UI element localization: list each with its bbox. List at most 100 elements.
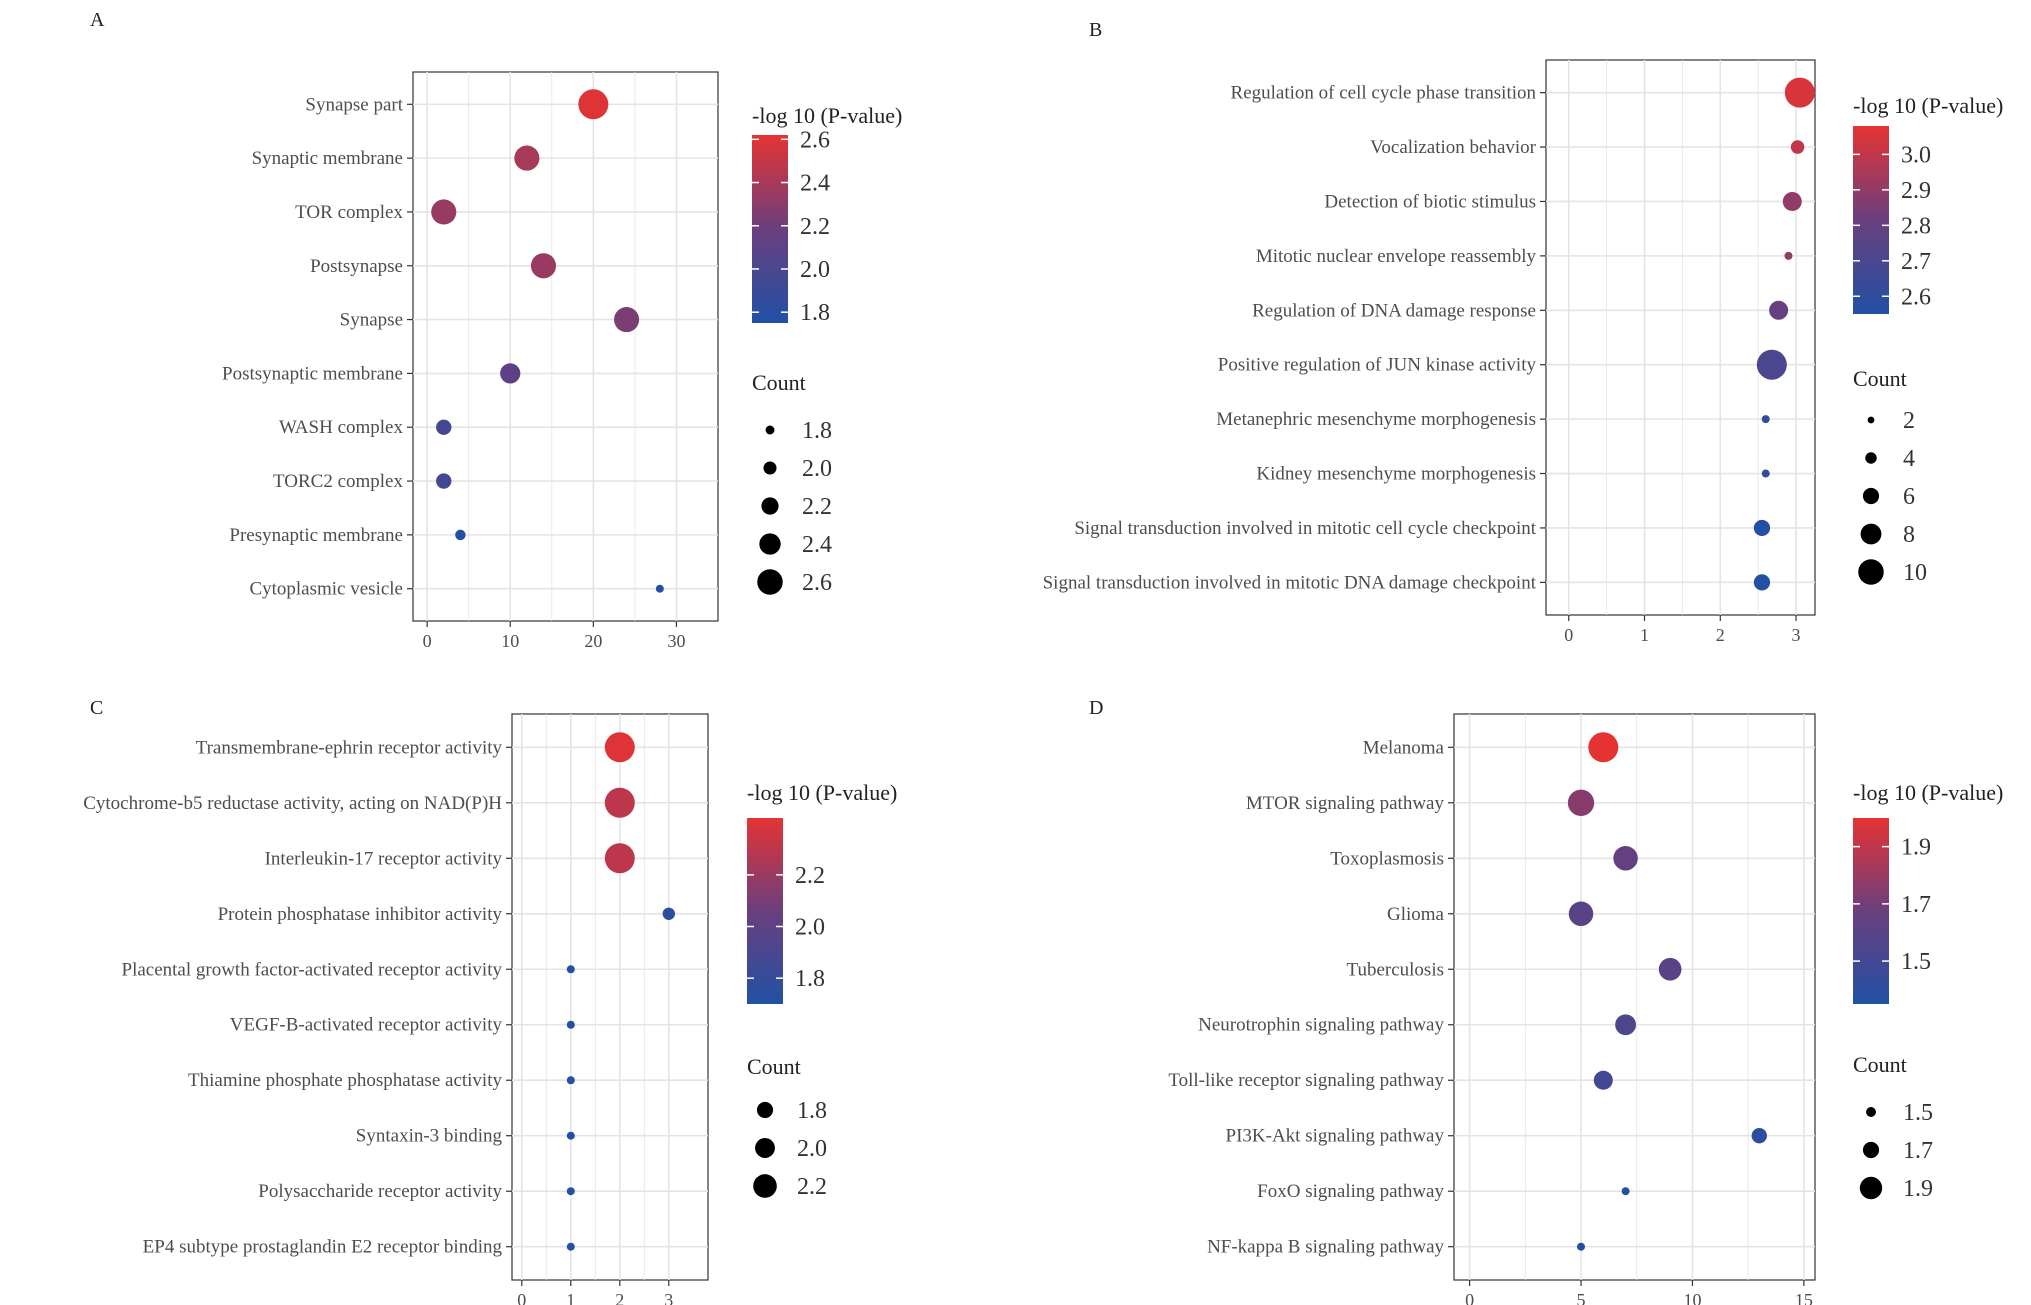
size-legend-label: 1.9: [1903, 1176, 1933, 1202]
category-label: Presynaptic membrane: [229, 525, 403, 546]
data-point: [566, 965, 575, 974]
panel-label: C: [90, 697, 103, 719]
x-tick-label: 2: [615, 1290, 624, 1305]
size-legend-dot: [763, 461, 777, 475]
category-label: VEGF-B-activated receptor activity: [230, 1015, 503, 1036]
category-label: Signal transduction involved in mitotic …: [1043, 572, 1537, 593]
category-label: Metanephric mesenchyme morphogenesis: [1216, 409, 1536, 430]
panel-label: B: [1089, 19, 1102, 41]
color-legend-bar: [1853, 126, 1889, 314]
data-point: [1753, 519, 1771, 537]
data-point: [1761, 415, 1770, 424]
category-label: Protein phosphatase inhibitor activity: [218, 904, 503, 925]
data-point: [566, 1076, 575, 1085]
category-label: Postsynapse: [310, 256, 403, 277]
size-legend-dot: [1859, 1176, 1883, 1200]
color-legend-label: 1.5: [1901, 949, 1931, 975]
category-label: TOR complex: [295, 202, 403, 223]
x-tick-label: 30: [667, 631, 685, 651]
size-legend-dot: [1858, 559, 1884, 585]
x-tick-label: 0: [423, 631, 432, 651]
color-legend-label: 3.0: [1901, 142, 1931, 168]
category-label: Kidney mesenchyme morphogenesis: [1256, 464, 1536, 485]
size-legend-label: 2: [1903, 408, 1915, 434]
color-legend-bar: [752, 135, 788, 323]
size-legend-title: Count: [1853, 1052, 1907, 1077]
size-legend-dot: [757, 569, 783, 595]
color-legend-title: -log 10 (P-value): [747, 780, 897, 805]
size-legend-title: Count: [747, 1054, 801, 1079]
category-label: Glioma: [1387, 904, 1445, 925]
category-label: Mitotic nuclear envelope reassembly: [1256, 246, 1537, 267]
size-legend-label: 2.2: [797, 1174, 827, 1200]
category-label: TORC2 complex: [273, 471, 404, 492]
size-legend-dot: [753, 1174, 777, 1198]
data-point: [614, 307, 640, 333]
category-label: Synapse part: [305, 94, 403, 115]
color-legend-label: 2.2: [795, 863, 825, 889]
data-point: [1784, 251, 1793, 260]
size-legend-label: 8: [1903, 522, 1915, 548]
color-legend-label: 2.6: [1901, 284, 1931, 310]
category-label: Thiamine phosphate phosphatase activity: [188, 1070, 502, 1091]
x-tick-label: 0: [1465, 1290, 1474, 1305]
data-point: [578, 89, 609, 120]
size-legend-label: 2.6: [802, 570, 832, 596]
category-label: Tuberculosis: [1347, 959, 1444, 980]
data-point: [1567, 789, 1595, 816]
category-label: Synapse: [340, 310, 403, 331]
category-label: Interleukin-17 receptor activity: [265, 848, 503, 869]
category-label: Toll-like receptor signaling pathway: [1168, 1070, 1444, 1091]
data-point: [566, 1131, 575, 1140]
x-tick-label: 1: [566, 1290, 575, 1305]
panel-c: C Transmembrane-ephrin receptor activity C…: [83, 697, 897, 1305]
size-legend-dot: [1862, 1141, 1880, 1159]
category-label: PI3K-Akt signaling pathway: [1226, 1126, 1445, 1147]
data-point: [1621, 1187, 1630, 1196]
color-legend-title: -log 10 (P-value): [752, 103, 902, 128]
size-legend-dot: [761, 497, 779, 515]
color-legend-bar: [747, 818, 783, 1004]
x-tick-label: 2: [1716, 625, 1725, 645]
data-point: [1658, 957, 1682, 981]
color-legend-label: 2.0: [800, 257, 830, 283]
color-legend-label: 2.6: [800, 127, 830, 153]
data-point: [604, 787, 635, 818]
color-legend-title: -log 10 (P-value): [1853, 780, 2003, 805]
size-legend-dot: [1865, 452, 1877, 464]
size-legend-label: 6: [1903, 484, 1915, 510]
plot-frame: [1545, 59, 1816, 616]
color-legend-label: 2.4: [800, 171, 830, 197]
size-legend-label: 1.5: [1903, 1100, 1933, 1126]
color-legend-label: 1.7: [1901, 892, 1931, 918]
data-point: [530, 253, 557, 279]
category-label: MTOR signaling pathway: [1246, 793, 1445, 814]
data-point: [431, 199, 457, 225]
size-legend-title: Count: [1853, 366, 1907, 391]
category-label: Vocalization behavior: [1370, 137, 1537, 158]
category-label: Polysaccharide receptor activity: [258, 1181, 502, 1202]
size-legend-dot: [765, 425, 775, 435]
size-legend-label: 2.2: [802, 494, 832, 520]
category-label: Toxoplasmosis: [1330, 848, 1444, 869]
data-point: [1761, 469, 1770, 478]
x-tick-label: 0: [1564, 625, 1573, 645]
color-legend-bar: [1853, 818, 1889, 1004]
color-legend-label: 1.9: [1901, 835, 1931, 861]
data-point: [566, 1020, 575, 1029]
x-tick-label: 1: [1640, 625, 1649, 645]
x-tick-label: 3: [664, 1290, 673, 1305]
x-tick-label: 20: [584, 631, 602, 651]
category-label: FoxO signaling pathway: [1257, 1181, 1444, 1202]
size-legend-label: 2.0: [797, 1136, 827, 1162]
data-point: [604, 732, 635, 763]
color-legend-label: 2.8: [1901, 213, 1931, 239]
size-legend-label: 1.8: [802, 418, 832, 444]
x-tick-label: 3: [1792, 625, 1801, 645]
data-point: [1751, 1128, 1767, 1144]
data-point: [604, 843, 635, 874]
data-point: [1577, 1242, 1586, 1251]
category-label: Regulation of cell cycle phase transitio…: [1231, 83, 1537, 104]
size-legend-dot: [756, 1101, 774, 1119]
category-label: WASH complex: [279, 417, 404, 438]
